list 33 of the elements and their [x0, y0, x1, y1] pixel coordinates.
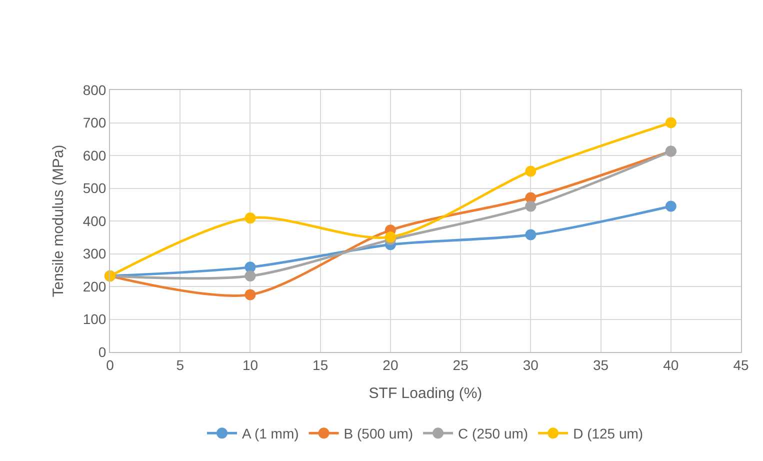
point [244, 270, 256, 282]
x-tick-label: 10 [242, 356, 258, 373]
legend-label: C (250 um) [458, 426, 528, 442]
y-tick-label: 300 [82, 246, 106, 262]
x-tick-label: 30 [522, 356, 539, 373]
point [244, 289, 256, 300]
y-tick-label: 500 [82, 180, 106, 196]
x-tick-label: 5 [176, 356, 184, 373]
legend-label: D (125 um) [573, 426, 644, 442]
legend-label: B (500 um) [344, 426, 414, 442]
x-tick-label: 25 [452, 356, 469, 373]
x-tick-label: 15 [312, 356, 328, 373]
point [525, 200, 536, 212]
point [525, 229, 536, 240]
y-tick-label: 0 [98, 344, 106, 360]
x-axis-title: STF Loading (%) [368, 384, 482, 402]
y-tick-label: 700 [82, 114, 106, 131]
point [384, 232, 396, 243]
x-tick-label: 45 [733, 356, 749, 373]
x-tick-label: 20 [382, 356, 398, 373]
y-axis-title: Tensile modulus (MPa) [50, 144, 68, 298]
x-tick-label: 35 [592, 356, 609, 373]
y-tick-label: 100 [82, 311, 106, 328]
y-tick-label: 400 [82, 212, 106, 229]
y-tick-label: 200 [82, 278, 106, 294]
y-tick-label: 800 [82, 82, 106, 98]
point [665, 117, 676, 128]
point [244, 212, 256, 224]
y-tick-label: 600 [82, 147, 106, 164]
legend-label: A (1 mm) [242, 426, 299, 442]
point [665, 200, 676, 212]
x-tick-label: 40 [663, 356, 679, 373]
point [525, 166, 536, 177]
